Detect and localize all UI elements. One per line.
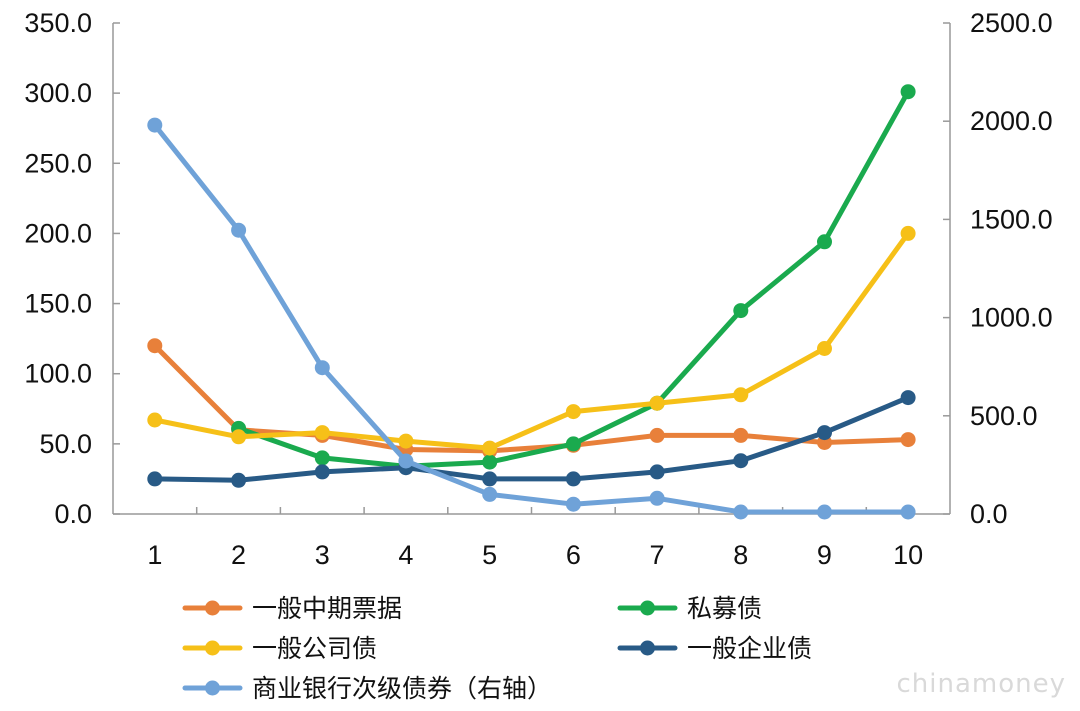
right-tick-label: 1500.0 <box>970 204 1053 234</box>
data-point <box>900 504 916 520</box>
data-point <box>817 425 832 441</box>
left-tick-label: 50.0 <box>39 429 92 459</box>
data-point <box>900 225 916 241</box>
left-tick-label: 300.0 <box>24 78 92 108</box>
x-tick-label: 10 <box>893 540 923 570</box>
data-point <box>817 341 832 356</box>
x-tick-label: 8 <box>733 540 748 570</box>
data-point <box>314 450 330 466</box>
legend-item: 一般中期票据 <box>182 594 402 623</box>
data-point <box>231 222 247 238</box>
legend-label: 商业银行次级债券（右轴） <box>252 674 552 703</box>
data-point <box>733 303 749 319</box>
data-point <box>900 432 916 448</box>
data-point <box>147 117 163 133</box>
legend-label: 一般企业债 <box>687 634 812 663</box>
left-tick-label: 350.0 <box>24 8 92 38</box>
x-tick-label: 3 <box>315 540 330 570</box>
data-point <box>733 427 749 443</box>
x-tick-label: 2 <box>231 540 246 570</box>
legend-swatch-marker <box>640 600 655 616</box>
left-tick-label: 100.0 <box>24 359 92 389</box>
data-point <box>900 84 916 100</box>
axes <box>112 22 951 515</box>
series-line <box>152 122 911 515</box>
data-point <box>482 486 498 502</box>
x-tick-label: 7 <box>650 540 665 570</box>
data-point <box>649 464 665 480</box>
right-tick-label: 2500.0 <box>970 8 1053 38</box>
x-tick-label: 5 <box>482 540 497 570</box>
data-point <box>817 234 832 250</box>
left-tick-label: 150.0 <box>24 289 92 319</box>
left-tick-label: 0.0 <box>54 499 92 529</box>
legend-label: 私募债 <box>687 594 762 623</box>
right-tick-label: 1000.0 <box>970 303 1053 333</box>
data-point <box>733 453 749 469</box>
x-tick-label: 9 <box>817 540 832 570</box>
data-point <box>649 395 665 411</box>
left-tick-label: 250.0 <box>24 148 92 178</box>
legend-item: 商业银行次级债券（右轴） <box>182 674 552 703</box>
x-tick-label: 4 <box>398 540 413 570</box>
data-point <box>817 504 832 520</box>
data-point <box>482 440 498 456</box>
series-3 <box>147 225 916 456</box>
legend-swatch-marker <box>205 680 220 696</box>
legend-label: 一般公司债 <box>252 634 377 663</box>
left-tick-label: 200.0 <box>24 218 92 248</box>
data-point <box>147 412 163 428</box>
data-point <box>565 471 581 487</box>
data-point <box>649 490 665 506</box>
series-layer <box>147 84 916 520</box>
series-line <box>152 395 911 483</box>
data-point <box>733 504 749 520</box>
tick-labels: 0.0 50.0 100.0 150.0 200.0 250.0 300.0 350.0 0.0… <box>24 8 1052 570</box>
series-5 <box>147 117 916 520</box>
data-point <box>565 436 581 452</box>
right-tick-label: 2000.0 <box>970 106 1053 136</box>
legend-item: 私募债 <box>617 594 762 623</box>
watermark: chinamoney <box>896 669 1066 699</box>
data-point <box>565 496 581 512</box>
data-point <box>231 472 247 488</box>
legend-label: 一般中期票据 <box>252 594 402 623</box>
legend-item: 一般公司债 <box>182 634 377 663</box>
data-point <box>649 427 665 443</box>
data-point <box>398 453 414 469</box>
data-point <box>314 425 330 441</box>
x-tick-label: 6 <box>566 540 581 570</box>
data-point <box>565 404 581 420</box>
data-point <box>147 471 163 487</box>
data-point <box>231 429 247 445</box>
series-line <box>152 230 911 451</box>
legend-item: 一般企业债 <box>617 634 812 663</box>
data-point <box>314 360 330 376</box>
x-tick-label: 1 <box>147 540 162 570</box>
data-point <box>900 390 916 406</box>
data-point <box>733 387 749 403</box>
data-point <box>482 471 498 487</box>
legend-swatch-marker <box>205 640 220 656</box>
data-point <box>398 433 414 449</box>
legend-swatch-marker <box>640 640 655 656</box>
right-tick-label: 0.0 <box>970 499 1008 529</box>
legend-swatch-marker <box>205 600 220 616</box>
right-tick-label: 500.0 <box>970 401 1038 431</box>
data-point <box>482 454 498 470</box>
data-point <box>314 464 330 480</box>
data-point <box>147 338 163 354</box>
